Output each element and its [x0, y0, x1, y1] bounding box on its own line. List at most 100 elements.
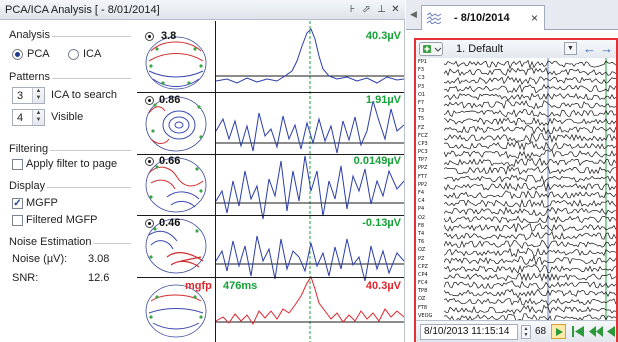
eeg-toolbar: 1. Default ▼ ← →	[416, 40, 616, 58]
spinner-arrows-icon[interactable]: ▲ ▼	[32, 88, 44, 103]
pattern-3-radio[interactable]	[145, 157, 154, 166]
pattern-2-value: 0.86	[159, 94, 181, 106]
pane-titlebar[interactable]: PCA/ICA Analysis [ - 8/01/2014] ⊦ ⬀ ⊥ ✕	[0, 0, 405, 20]
eeg-trace-pp2	[444, 181, 616, 192]
eeg-traces	[444, 58, 616, 320]
channel-label: O2	[418, 214, 426, 221]
add-montage-icon[interactable]	[419, 42, 443, 56]
channel-label: TP7	[418, 157, 428, 164]
ica-radio-label[interactable]: ICA	[83, 48, 102, 60]
channel-label: F8	[418, 222, 425, 229]
channel-label: T3	[418, 108, 425, 115]
eeg-trace-o2	[444, 214, 616, 224]
pattern-waveforms[interactable]: 3.8 40.3µV 0.86 1.91µV 0.66 0.0149µV 0.4…	[137, 21, 404, 342]
pattern-2-radio[interactable]	[145, 96, 154, 105]
pattern-1-radio[interactable]	[145, 32, 154, 41]
eeg-trace-t5	[444, 116, 616, 127]
eeg-trace-fz	[444, 124, 616, 135]
pca-radio-label[interactable]: PCA	[27, 48, 50, 60]
mgfp-label[interactable]: MGFP	[26, 197, 58, 209]
channel-label: C4	[418, 198, 425, 205]
tab-eeg-document[interactable]: - 8/10/2014 ×	[421, 5, 545, 30]
tab-eeg-label: - 8/10/2014	[454, 12, 510, 24]
topomap-2	[145, 96, 207, 152]
topomap-4	[145, 218, 207, 274]
channel-label: OZ	[418, 247, 426, 254]
arrow-left-icon[interactable]: ←	[583, 41, 596, 56]
snr-value: 12.6	[88, 272, 110, 284]
eeg-trace-f8	[444, 222, 616, 233]
pattern-3-value: 0.66	[159, 155, 181, 167]
channel-label: CP3	[418, 140, 428, 147]
eeg-navigation-bar: 8/10/2013 11:15:14 ▲ ▼ 68	[416, 320, 616, 342]
ica-search-value: 3	[17, 90, 24, 102]
apply-filter-label[interactable]: Apply filter to page	[26, 158, 118, 170]
analysis-group-line	[7, 36, 131, 37]
ica-radio[interactable]	[68, 49, 79, 60]
datetime-field[interactable]: 8/10/2013 11:15:14	[420, 324, 518, 340]
channel-label: TP8	[418, 288, 428, 295]
filtered-mgfp-label[interactable]: Filtered MGFP	[26, 214, 98, 226]
montage-select[interactable]: 1. Default	[456, 43, 504, 55]
topomap-column-divider	[215, 21, 216, 342]
channel-label: FP1	[418, 59, 428, 65]
eeg-trace-oz	[444, 296, 616, 307]
eeg-wave-icon	[427, 12, 441, 24]
float-icon[interactable]: ⬀	[362, 4, 371, 15]
eeg-trace-p4	[444, 206, 616, 216]
pattern-graphics	[145, 21, 404, 342]
channel-label: F7	[418, 99, 425, 106]
eeg-trace-f7	[444, 100, 616, 110]
eeg-trace-t6	[444, 239, 616, 250]
autohide-icon[interactable]: ⊥	[377, 4, 386, 15]
pattern-4-trace	[215, 235, 404, 282]
arrow-right-icon[interactable]: →	[600, 41, 613, 56]
pin-icon[interactable]: ⊦	[349, 4, 356, 15]
mgfp-checkbox[interactable]: ✓	[12, 198, 23, 209]
datetime-spinner-icon[interactable]: ▲ ▼	[521, 325, 531, 339]
display-group-line	[7, 187, 131, 188]
pca-radio[interactable]	[12, 49, 23, 60]
channel-label: T6	[418, 239, 425, 246]
tab-scroll-left-icon[interactable]: ◀	[410, 9, 417, 19]
close-icon[interactable]: ✕	[391, 4, 400, 15]
ica-search-spinner[interactable]: 3 ▲ ▼	[12, 87, 45, 104]
eeg-trace-t3	[444, 108, 616, 118]
pattern-2-trace	[215, 100, 404, 154]
pattern-1-trace	[215, 28, 404, 84]
eeg-trace-cpz	[444, 264, 616, 274]
document-tabstrip: ◀ - 8/10/2014 ×	[406, 0, 618, 30]
channel-label: FCZ	[418, 132, 428, 139]
filtered-mgfp-checkbox[interactable]	[12, 215, 23, 226]
channel-label: P3	[418, 83, 425, 90]
eeg-trace-pz	[444, 255, 616, 266]
play-icon[interactable]	[551, 324, 566, 339]
row-divider	[137, 215, 404, 216]
mgfp-row-label: mgfp	[185, 280, 212, 292]
channel-label: PPZ	[418, 165, 428, 172]
filtering-group-line	[7, 150, 131, 151]
step-back-icon[interactable]	[607, 326, 615, 337]
eeg-trace-fcz	[444, 132, 616, 144]
channel-label: O1	[418, 91, 426, 98]
first-page-icon[interactable]	[572, 326, 584, 337]
channel-labels: FP1 F3 C3 P3 O1 F7 T3 T5 FZ FCZ CP3 PC3 TP7 PPZ FT7 PP2…	[416, 58, 444, 320]
spinner-arrows-icon[interactable]: ▲ ▼	[32, 110, 44, 125]
pane-title: PCA/ICA Analysis [ - 8/01/2014]	[5, 4, 160, 16]
topomap-1	[145, 36, 207, 90]
pattern-1-value: 3.8	[161, 30, 177, 42]
close-icon[interactable]: ×	[530, 11, 538, 25]
analysis-group-label: Analysis	[7, 29, 52, 41]
row-divider	[137, 92, 404, 93]
eeg-viewer[interactable]: 1. Default ▼ ← → FP1 F3 C3 P3 O1 F7 T3 T5 FZ FCZ C…	[414, 38, 618, 342]
pattern-4-radio[interactable]	[145, 219, 154, 228]
chevron-down-icon[interactable]: ▼	[564, 42, 577, 55]
apply-filter-checkbox[interactable]	[12, 159, 23, 170]
pattern-4-value: 0.46	[159, 217, 181, 229]
pattern-3-trace	[215, 155, 404, 220]
visible-spinner[interactable]: 4 ▲ ▼	[12, 109, 45, 126]
eeg-trace-f3	[444, 67, 616, 77]
channel-label: PP2	[418, 181, 428, 188]
previous-page-icon[interactable]	[589, 326, 603, 337]
eeg-trace-veog	[444, 313, 616, 320]
